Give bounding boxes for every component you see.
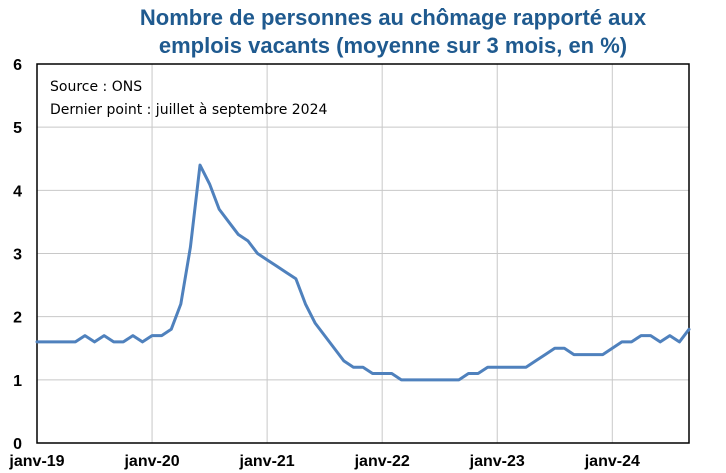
x-tick-label: janv-22 [354,453,410,470]
plot-area-border [36,63,690,444]
chart-title-line-1: Nombre de personnes au chômage rapporté … [139,5,647,30]
x-tick-label: janv-21 [239,453,295,470]
chart-title-line-2: emplois vacants (moyenne sur 3 mois, en … [158,33,628,58]
y-tick-label: 6 [13,57,22,74]
x-tick-label: janv-19 [8,453,64,470]
chart-annotation: Source : ONS [50,79,142,95]
y-tick-label: 1 [13,373,22,390]
y-tick-label: 0 [13,436,22,453]
y-tick-label: 4 [13,183,22,200]
series-line [35,163,691,382]
chart-annotation: Dernier point : juillet à septembre 2024 [50,102,327,118]
y-tick-label: 3 [13,247,22,264]
x-axis-tick-labels: janv-19 janv-20 janv-21 janv-22 janv-23 janv-… [8,453,640,470]
series-lines [35,163,691,382]
y-tick-label: 2 [13,310,22,327]
gridlines [37,64,689,443]
y-axis-tick-labels: 0 1 2 3 4 5 6 [13,57,22,453]
x-tick-label: janv-23 [469,453,525,470]
y-tick-label: 5 [13,120,22,137]
chart-title: Nombre de personnes au chômage rapporté … [60,4,726,60]
x-tick-label: janv-20 [123,453,179,470]
x-tick-label: janv-24 [584,453,640,470]
chart-annotations: Source : ONS Dernier point : juillet à se… [50,79,327,118]
